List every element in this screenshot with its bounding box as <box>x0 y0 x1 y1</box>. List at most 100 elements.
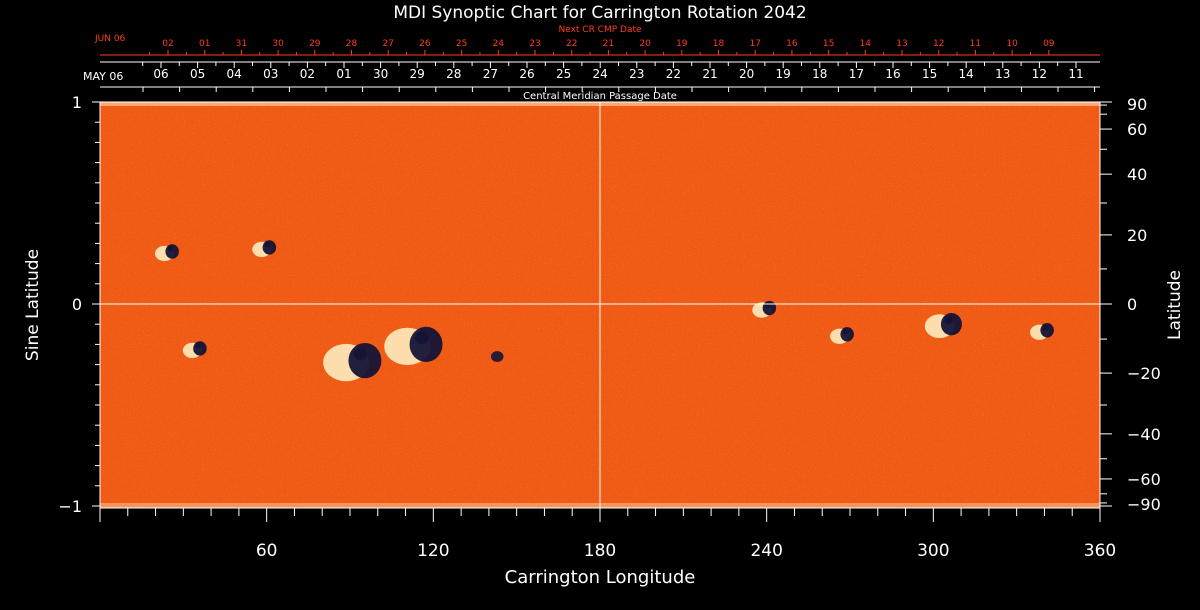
cmp-date-label: 03 <box>263 67 278 81</box>
cmp-date-label: 13 <box>995 67 1010 81</box>
next-date-label: 20 <box>639 39 651 49</box>
cmp-date-label: 06 <box>153 67 168 81</box>
next-date-label: 17 <box>749 39 760 49</box>
cmp-date-label: 23 <box>629 67 644 81</box>
lat-tick-label: 40 <box>1127 165 1147 184</box>
cmp-date-label: 02 <box>300 67 315 81</box>
active-region <box>384 326 443 366</box>
next-date-label: 29 <box>309 39 321 49</box>
cmp-date-label: 28 <box>446 67 461 81</box>
negative-polarity-core <box>944 315 953 325</box>
next-date-label: 11 <box>970 39 981 49</box>
next-date-label: 01 <box>199 39 210 49</box>
active-region <box>252 240 277 258</box>
cmp-date-label: 20 <box>739 67 754 81</box>
negative-polarity-patch <box>262 240 277 255</box>
negative-polarity-core <box>195 343 201 349</box>
next-cr-label: Next CR CMP Date <box>558 25 642 35</box>
cmp-date-label: 29 <box>410 67 425 81</box>
lat-tick-label: −90 <box>1127 495 1161 514</box>
lon-tick-label: 240 <box>750 541 782 561</box>
month-label: MAY 06 <box>83 70 123 83</box>
negative-polarity-patch <box>348 342 382 379</box>
active-region <box>1030 323 1054 340</box>
cmp-date-label: 16 <box>885 67 900 81</box>
cmp-date-label: 12 <box>1032 67 1047 81</box>
lat-tick-label: −60 <box>1127 470 1161 489</box>
cmp-axis-label: Central Meridian Passage Date <box>523 91 677 102</box>
lat-tick-label: 90 <box>1127 95 1147 114</box>
left-axis-label: Sine Latitude <box>23 249 43 361</box>
negative-polarity-patch <box>840 327 854 342</box>
next-date-label: 19 <box>676 39 688 49</box>
negative-polarity-patch <box>165 244 179 259</box>
next-date-label: 10 <box>1006 39 1018 49</box>
longitude-axis: 60 120 180 240 300 360 <box>99 508 1116 561</box>
cmp-date-label: 11 <box>1068 67 1083 81</box>
negative-polarity-patch <box>409 326 443 362</box>
next-date-label: 14 <box>860 39 872 49</box>
negative-polarity-patch <box>490 351 504 362</box>
negative-polarity-patch <box>940 313 962 336</box>
next-date-label: 31 <box>236 39 247 49</box>
next-date-label: 28 <box>346 39 358 49</box>
negative-polarity-core <box>264 242 271 248</box>
next-date-label: 15 <box>823 39 834 49</box>
lon-tick-label: 120 <box>417 541 449 561</box>
sine-lat-tick-label: 1 <box>72 93 82 112</box>
next-month-label: JUN 06 <box>94 34 126 44</box>
lon-tick-label: 360 <box>1084 541 1116 561</box>
cmp-date-label: 24 <box>593 67 608 81</box>
next-date-label: 13 <box>896 39 907 49</box>
negative-polarity-core <box>167 246 174 252</box>
active-region <box>155 244 179 262</box>
active-region <box>323 342 382 382</box>
sine-lat-tick-label: −1 <box>58 497 82 516</box>
cmp-date-label: 15 <box>922 67 937 81</box>
chart-title: MDI Synoptic Chart for Carrington Rotati… <box>393 3 806 23</box>
next-date-label: 27 <box>382 39 393 49</box>
cmp-date-label: 01 <box>336 67 351 81</box>
lon-tick-label: 180 <box>584 541 616 561</box>
cmp-date-label: 18 <box>812 67 827 81</box>
cmp-date-label: 04 <box>227 67 242 81</box>
lat-tick-label: 60 <box>1127 120 1147 139</box>
negative-polarity-core <box>842 328 849 335</box>
negative-polarity-core <box>1042 324 1049 331</box>
next-date-label: 16 <box>786 39 798 49</box>
bottom-axis-label: Carrington Longitude <box>505 567 696 588</box>
next-date-label: 18 <box>713 39 725 49</box>
next-date-label: 22 <box>566 39 577 49</box>
lat-tick-label: 20 <box>1127 226 1147 245</box>
next-date-label: 02 <box>162 39 173 49</box>
next-date-label: 24 <box>493 39 505 49</box>
lon-tick-label: 60 <box>256 541 278 561</box>
negative-polarity-core <box>764 302 771 309</box>
negative-polarity-patch <box>193 341 207 356</box>
cmp-date-label: 21 <box>702 67 717 81</box>
next-date-label: 21 <box>603 39 614 49</box>
sine-latitude-axis: 1 0 −1 <box>58 93 100 516</box>
cmp-date-label: 14 <box>959 67 974 81</box>
cmp-date-label: 22 <box>666 67 681 81</box>
cmp-date-label: 30 <box>373 67 388 81</box>
active-region <box>924 313 962 339</box>
cmp-date-label: 19 <box>776 67 791 81</box>
latitude-axis: 90 60 40 20 0 −20 −40 −60 −90 <box>1100 95 1161 514</box>
next-date-label: 23 <box>529 39 540 49</box>
lat-tick-label: 0 <box>1127 295 1137 314</box>
lat-tick-label: −20 <box>1127 364 1161 383</box>
cmp-date-axis: Next CR CMP Date JUN 06 02 01 31 30 29 28 27 26 25… <box>83 25 1100 102</box>
negative-polarity-core <box>353 347 368 361</box>
active-region <box>490 351 504 362</box>
negative-polarity-patch <box>762 300 777 316</box>
cmp-date-label: 17 <box>849 67 864 81</box>
lon-tick-label: 300 <box>917 541 949 561</box>
right-axis-label: Latitude <box>1165 270 1185 340</box>
next-date-label: 12 <box>933 39 944 49</box>
next-date-label: 09 <box>1043 39 1055 49</box>
active-region <box>830 327 854 344</box>
negative-polarity-patch <box>1040 323 1054 338</box>
active-region <box>182 341 207 359</box>
cmp-date-label: 25 <box>556 67 571 81</box>
